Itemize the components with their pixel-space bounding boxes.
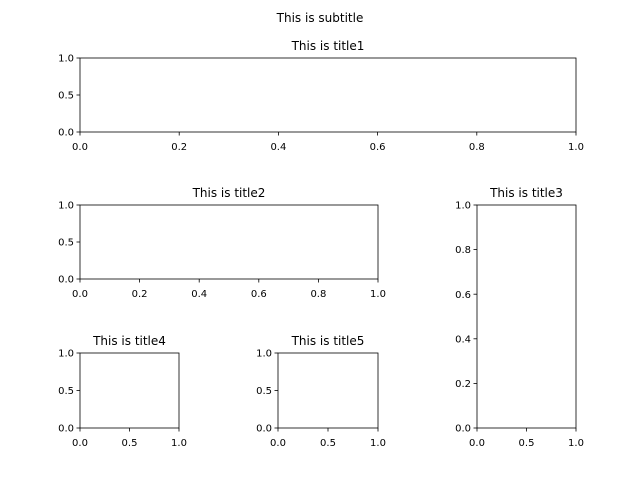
axes-1-ytick-label: 0.5 [58, 91, 74, 102]
axes-4-xtick-label: 1.0 [171, 438, 187, 449]
axes-3-title: This is title3 [489, 186, 563, 200]
axes-2-xtick-label: 0.4 [191, 289, 207, 300]
axes-3-ytick-label: 1.0 [455, 201, 471, 212]
axes-2-xtick-label: 1.0 [370, 289, 386, 300]
axes-4-xtick-label: 0.0 [72, 438, 88, 449]
axes-3-ytick-label: 0.6 [455, 290, 471, 301]
axes-5-xtick-label: 0.5 [320, 438, 336, 449]
axes-1-xtick-label: 0.2 [171, 142, 187, 153]
axes-2-xtick-label: 0.0 [72, 289, 88, 300]
axes-5-xtick-label: 1.0 [370, 438, 386, 449]
axes-1-xtick-label: 1.0 [568, 142, 584, 153]
axes-4-xtick-label: 0.5 [122, 438, 138, 449]
axes-2: This is title2 0.0 0.2 0.4 0.6 0.8 1.0 0.0 0.5 1.… [58, 186, 386, 300]
axes-4-ytick-label: 1.0 [58, 349, 74, 360]
axes-4-ytick-label: 0.0 [58, 424, 74, 435]
axes-4-title: This is title4 [92, 334, 166, 348]
axes-1-xtick-label: 0.0 [72, 142, 88, 153]
axes-5-ytick-label: 0.0 [256, 424, 272, 435]
axes-3-ytick-label: 0.2 [455, 379, 471, 390]
axes-1-title: This is title1 [291, 39, 365, 53]
figure-suptitle: This is subtitle [276, 11, 364, 25]
axes-3-ytick-label: 0.0 [455, 424, 471, 435]
axes-4: This is title4 0.0 0.5 1.0 0.0 0.5 1.0 [58, 334, 187, 449]
axes-5-ytick-label: 1.0 [256, 349, 272, 360]
axes-3-xtick-label: 0.5 [519, 438, 535, 449]
axes-1: This is title1 0.0 0.2 0.4 0.6 0.8 1.0 0.0 0.5 1.… [58, 39, 584, 153]
axes-5-ytick-label: 0.5 [256, 386, 272, 397]
axes-5-title: This is title5 [291, 334, 365, 348]
axes-2-ytick-label: 0.0 [58, 275, 74, 286]
axes-3-ytick-label: 0.8 [455, 245, 471, 256]
axes-1-ytick-label: 1.0 [58, 54, 74, 65]
axes-1-ytick-label: 0.0 [58, 128, 74, 139]
axes-2-title: This is title2 [192, 186, 266, 200]
axes-3-xtick-label: 0.0 [469, 438, 485, 449]
axes-5: This is title5 0.0 0.5 1.0 0.0 0.5 1.0 [256, 334, 386, 449]
axes-layer: This is title1 0.0 0.2 0.4 0.6 0.8 1.0 0.0 0.5 1.… [58, 39, 584, 449]
axes-1-xtick-label: 0.8 [469, 142, 485, 153]
axes-2-ytick-label: 0.5 [58, 238, 74, 249]
axes-4-ytick-label: 0.5 [58, 386, 74, 397]
axes-3: This is title3 0.0 0.5 1.0 0.0 0.2 0.4 0.6 0.8 1.… [455, 186, 584, 449]
axes-2-xtick-label: 0.2 [132, 289, 148, 300]
axes-2-xtick-label: 0.8 [310, 289, 326, 300]
axes-3-xtick-label: 1.0 [568, 438, 584, 449]
axes-2-xtick-label: 0.6 [251, 289, 267, 300]
axes-3-ytick-label: 0.4 [455, 334, 471, 345]
axes-1-xtick-label: 0.6 [370, 142, 386, 153]
axes-1-xtick-label: 0.4 [270, 142, 286, 153]
axes-5-xtick-label: 0.0 [270, 438, 286, 449]
axes-2-ytick-label: 1.0 [58, 201, 74, 212]
